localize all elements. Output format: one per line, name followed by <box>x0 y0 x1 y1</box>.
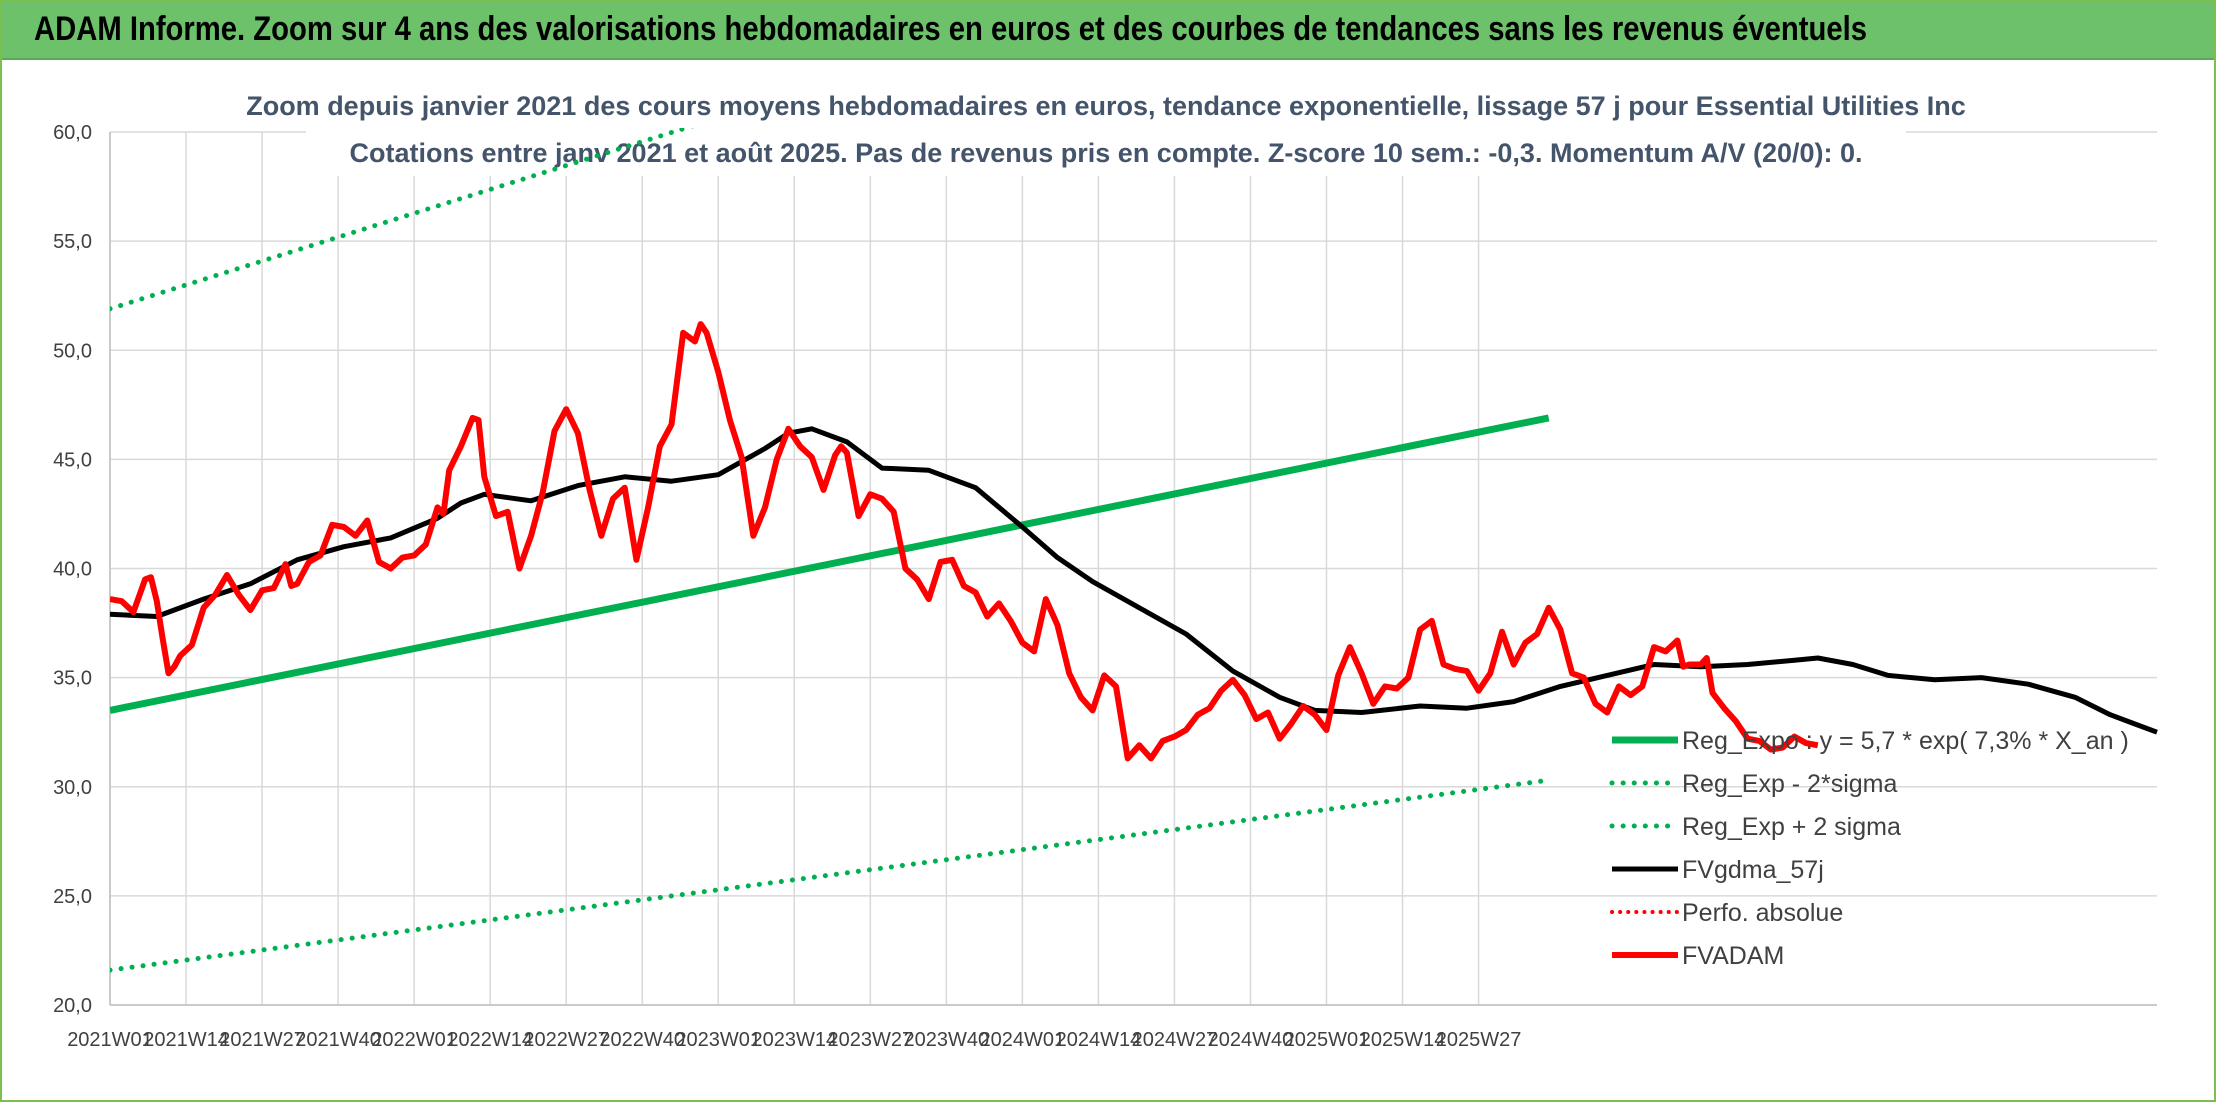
y-tick-label: 20,0 <box>53 995 92 1017</box>
y-tick-label: 35,0 <box>53 668 92 690</box>
subtitle-background <box>306 92 1906 176</box>
y-tick-label: 55,0 <box>53 231 92 253</box>
x-tick-label: 2021W27 <box>219 1029 305 1051</box>
series-line-0 <box>110 414 1550 714</box>
x-tick-label: 2021W01 <box>67 1029 153 1051</box>
legend-label: Reg_Exp - 2*sigma <box>1682 770 1897 798</box>
chart-subtitle-line2: Cotations entre janv 2021 et août 2025. … <box>349 138 1862 168</box>
report-banner: ADAM Informe. Zoom sur 4 ans des valoris… <box>2 2 2214 60</box>
x-tick-label: 2023W27 <box>828 1029 914 1051</box>
y-tick-label: 45,0 <box>53 449 92 471</box>
x-tick-label: 2022W40 <box>599 1029 685 1051</box>
series-line-1 <box>110 777 1552 973</box>
series-line-5 <box>110 321 1819 762</box>
x-tick-label: 2024W14 <box>1056 1029 1142 1051</box>
x-tick-label: 2023W01 <box>675 1029 761 1051</box>
legend-label: FVADAM <box>1682 942 1784 970</box>
series <box>110 128 2158 973</box>
legend: Reg_Expo : y = 5,7 * exp( 7,3% * X_an ) R… <box>1609 727 2129 970</box>
y-tick-label: 40,0 <box>53 559 92 581</box>
x-tick-label: 2023W40 <box>904 1029 990 1051</box>
x-tick-label: 2023W14 <box>751 1029 837 1051</box>
x-tick-label: 2021W40 <box>295 1029 381 1051</box>
x-tick-label: 2025W01 <box>1284 1029 1370 1051</box>
y-tick-label: 30,0 <box>53 777 92 799</box>
x-tick-label: 2022W01 <box>371 1029 457 1051</box>
y-tick-label: 25,0 <box>53 886 92 908</box>
axes: 20,0 25,0 30,0 35,0 40,0 45,0 50,0 55,0 60,0 2021… <box>53 122 2157 1051</box>
x-tick-label: 2024W40 <box>1208 1029 1294 1051</box>
report-title: ADAM Informe. Zoom sur 4 ans des valoris… <box>34 10 1867 48</box>
chart-subtitle-line1: Zoom depuis janvier 2021 des cours moyen… <box>246 91 1966 121</box>
x-tick-label: 2025W27 <box>1436 1029 1522 1051</box>
legend-label: FVgdma_57j <box>1682 856 1824 884</box>
x-tick-label: 2024W01 <box>980 1029 1066 1051</box>
legend-label: Perfo. absolue <box>1682 899 1843 927</box>
x-tick-label: 2024W27 <box>1132 1029 1218 1051</box>
x-tick-label: 2025W14 <box>1360 1029 1446 1051</box>
y-tick-label: 50,0 <box>53 340 92 362</box>
legend-label: Reg_Expo : y = 5,7 * exp( 7,3% * X_an ) <box>1682 727 2129 755</box>
legend-label: Reg_Exp + 2 sigma <box>1682 813 1901 841</box>
y-tick-label: 60,0 <box>53 122 92 144</box>
x-tick-label: 2022W14 <box>447 1029 533 1051</box>
grid <box>109 131 2157 1006</box>
x-tick-label: 2022W27 <box>523 1029 609 1051</box>
series-line-3 <box>110 426 2158 735</box>
x-tick-label: 2021W14 <box>143 1029 229 1051</box>
